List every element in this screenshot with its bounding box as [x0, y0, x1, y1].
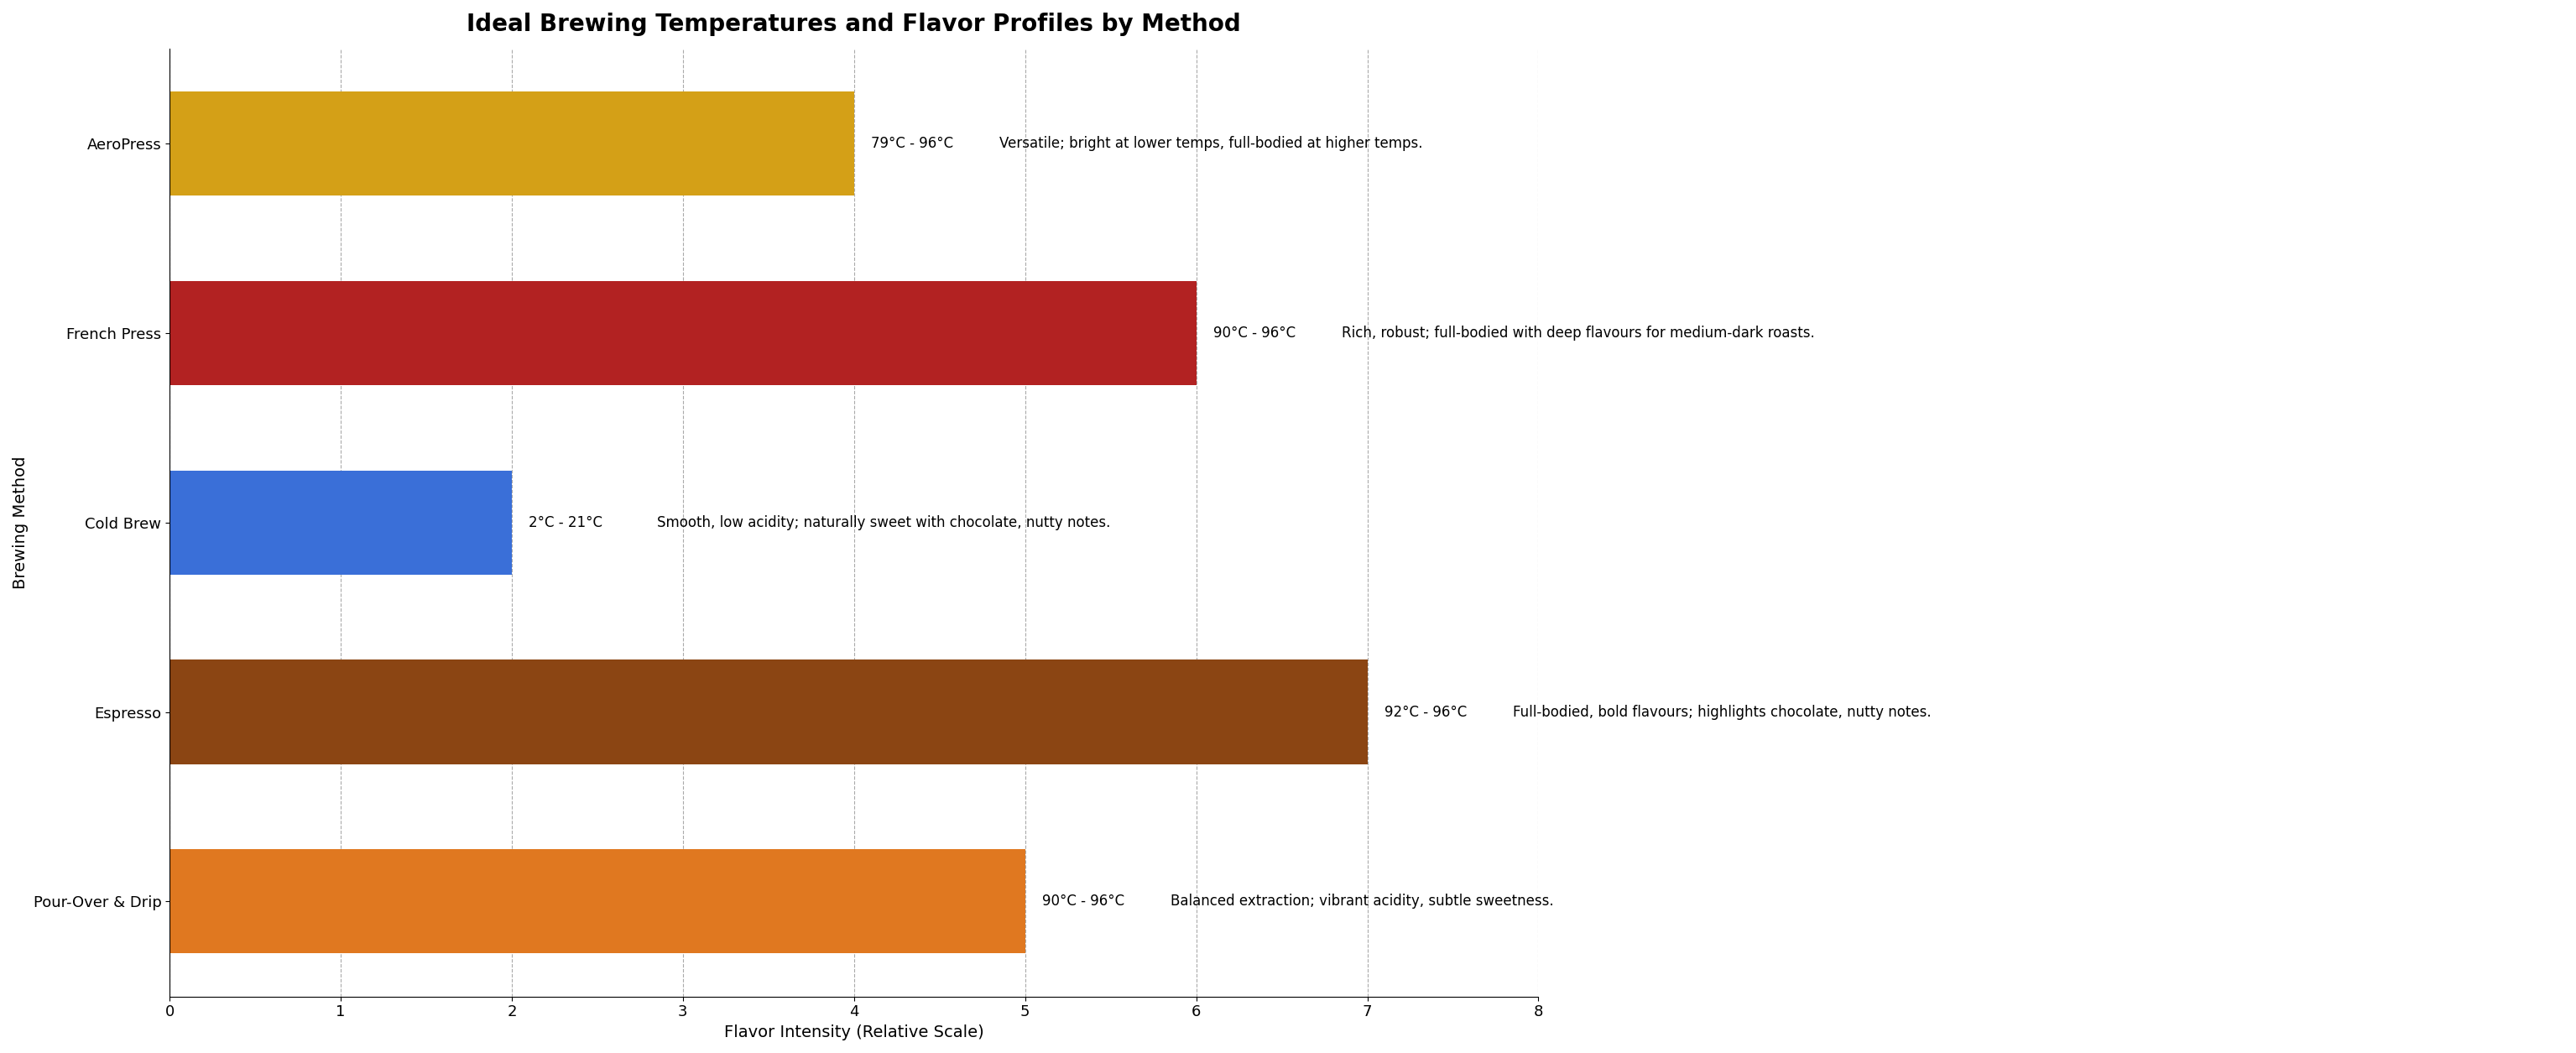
X-axis label: Flavor Intensity (Relative Scale): Flavor Intensity (Relative Scale) — [724, 1025, 984, 1040]
Y-axis label: Brewing Method: Brewing Method — [13, 456, 28, 589]
Text: Rich, robust; full-bodied with deep flavours for medium-dark roasts.: Rich, robust; full-bodied with deep flav… — [1342, 325, 1814, 341]
Bar — [170, 660, 1368, 764]
Text: 79°C - 96°C: 79°C - 96°C — [871, 136, 953, 152]
Text: Full-bodied, bold flavours; highlights chocolate, nutty notes.: Full-bodied, bold flavours; highlights c… — [1512, 704, 1932, 719]
Text: Versatile; bright at lower temps, full-bodied at higher temps.: Versatile; bright at lower temps, full-b… — [999, 136, 1422, 152]
Bar — [170, 471, 513, 575]
Text: 92°C - 96°C: 92°C - 96°C — [1383, 704, 1466, 719]
Text: 90°C - 96°C: 90°C - 96°C — [1213, 325, 1296, 341]
Bar — [170, 281, 1195, 385]
Bar — [170, 850, 1025, 953]
Title: Ideal Brewing Temperatures and Flavor Profiles by Method: Ideal Brewing Temperatures and Flavor Pr… — [466, 13, 1242, 36]
Text: 2°C - 21°C: 2°C - 21°C — [528, 515, 603, 530]
Text: Smooth, low acidity; naturally sweet with chocolate, nutty notes.: Smooth, low acidity; naturally sweet wit… — [657, 515, 1110, 530]
Bar — [170, 92, 855, 196]
Text: 90°C - 96°C: 90°C - 96°C — [1043, 894, 1126, 909]
Text: Balanced extraction; vibrant acidity, subtle sweetness.: Balanced extraction; vibrant acidity, su… — [1170, 894, 1553, 909]
